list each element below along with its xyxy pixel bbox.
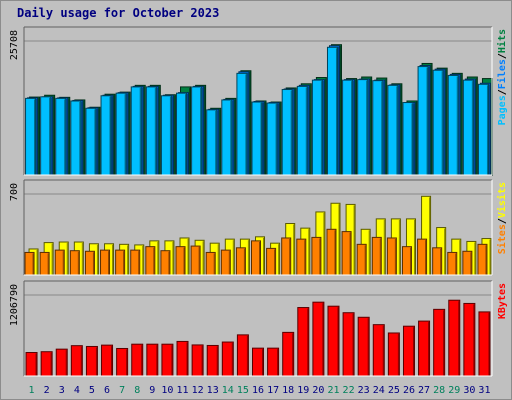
chart-labels: Daily usage for October 2023 25708Pages/…: [9, 6, 508, 396]
legend-item: KBytes: [497, 283, 508, 319]
bar-kbytes-day-21: [327, 305, 340, 377]
x-tick-label-day-30: 30: [463, 385, 475, 396]
bar-kbytes-day-27: [418, 320, 431, 377]
legend-separator: /: [497, 53, 508, 59]
x-tick-label-day-9: 9: [149, 385, 155, 396]
bar-kbytes-day-1: [25, 352, 38, 377]
x-tick-label-day-23: 23: [358, 385, 370, 396]
bar-kbytes-day-16: [252, 347, 264, 377]
x-tick-label-day-20: 20: [312, 385, 324, 396]
y-max-label: 1206790: [9, 284, 20, 326]
x-tick-label-day-22: 22: [343, 385, 355, 396]
legend-item: Sites: [496, 224, 508, 254]
bar-kbytes-day-2: [40, 351, 53, 377]
bar-kbytes-day-17: [267, 347, 280, 377]
x-tick-label-day-16: 16: [252, 385, 264, 396]
bar-kbytes-day-7: [116, 347, 129, 377]
bar-kbytes-day-5: [85, 345, 98, 377]
x-tick-label-day-28: 28: [433, 385, 445, 396]
legend-separator: /: [497, 89, 508, 95]
chart-title: Daily usage for October 2023: [17, 6, 219, 20]
legend-item: Files: [496, 59, 508, 89]
bar-kbytes-day-8: [131, 343, 144, 377]
x-tick-label-day-11: 11: [176, 385, 188, 396]
x-tick-label-day-29: 29: [448, 385, 460, 396]
x-tick-label-day-27: 27: [418, 385, 430, 396]
bar-kbytes-day-28: [433, 308, 446, 377]
bar-kbytes-day-11: [176, 340, 189, 377]
legend-item: Hits: [496, 29, 508, 53]
x-tick-label-day-24: 24: [373, 385, 385, 396]
legend-visits-sites: Sites/Visits: [496, 182, 508, 254]
x-tick-label-day-1: 1: [29, 385, 35, 396]
x-tick-label-day-4: 4: [74, 385, 80, 396]
bar-kbytes-day-9: [146, 343, 159, 377]
bar-kbytes-day-10: [161, 343, 174, 377]
x-tick-label-day-25: 25: [388, 385, 400, 396]
x-tick-label-day-18: 18: [282, 385, 294, 396]
x-tick-label-day-19: 19: [297, 385, 309, 396]
legend-separator: /: [497, 218, 508, 224]
x-tick-label-day-15: 15: [237, 385, 249, 396]
x-tick-label-day-17: 17: [267, 385, 279, 396]
bar-kbytes-day-13: [206, 344, 219, 377]
x-tick-label-day-14: 14: [222, 385, 234, 396]
x-tick-label-day-6: 6: [104, 385, 110, 396]
bar-kbytes-day-26: [402, 325, 415, 377]
bar-kbytes-day-15: [236, 334, 249, 377]
x-tick-label-day-26: 26: [403, 385, 415, 396]
x-tick-label-day-10: 10: [161, 385, 173, 396]
bar-kbytes-day-14: [221, 341, 234, 377]
x-tick-label-day-3: 3: [59, 385, 65, 396]
x-tick-label-day-21: 21: [327, 385, 339, 396]
bar-kbytes-day-31: [478, 311, 491, 377]
bar-kbytes-day-25: [387, 332, 400, 377]
bar-kbytes-day-19: [297, 307, 310, 377]
bar-kbytes-day-24: [372, 324, 385, 377]
bar-kbytes-day-29: [448, 299, 461, 377]
legend-item: Visits: [496, 182, 508, 218]
bar-kbytes-day-6: [101, 344, 114, 377]
x-tick-label-day-2: 2: [44, 385, 50, 396]
bar-kbytes-day-12: [191, 344, 204, 377]
x-tick-label-day-31: 31: [478, 385, 490, 396]
bar-kbytes-day-4: [70, 345, 83, 377]
bar-kbytes-day-20: [312, 301, 325, 377]
legend-item: Pages: [497, 95, 508, 125]
bar-kbytes-day-18: [282, 331, 295, 377]
x-tick-label-day-13: 13: [207, 385, 219, 396]
x-tick-label-day-5: 5: [89, 385, 95, 396]
x-tick-label-day-8: 8: [134, 385, 140, 396]
bar-kbytes-day-22: [342, 312, 355, 377]
plot-areas: [23, 26, 493, 377]
x-tick-label-day-12: 12: [192, 385, 204, 396]
x-tick-label-day-7: 7: [119, 385, 125, 396]
y-max-label: 25708: [9, 30, 20, 60]
bar-kbytes-day-23: [357, 316, 370, 377]
bar-kbytes-day-3: [55, 348, 68, 377]
legend-hits-files-pages: Pages/Files/Hits: [496, 29, 508, 125]
legend-kbytes: KBytes: [497, 283, 508, 319]
bar-kbytes-day-30: [463, 302, 476, 377]
y-max-label: 700: [9, 183, 20, 201]
